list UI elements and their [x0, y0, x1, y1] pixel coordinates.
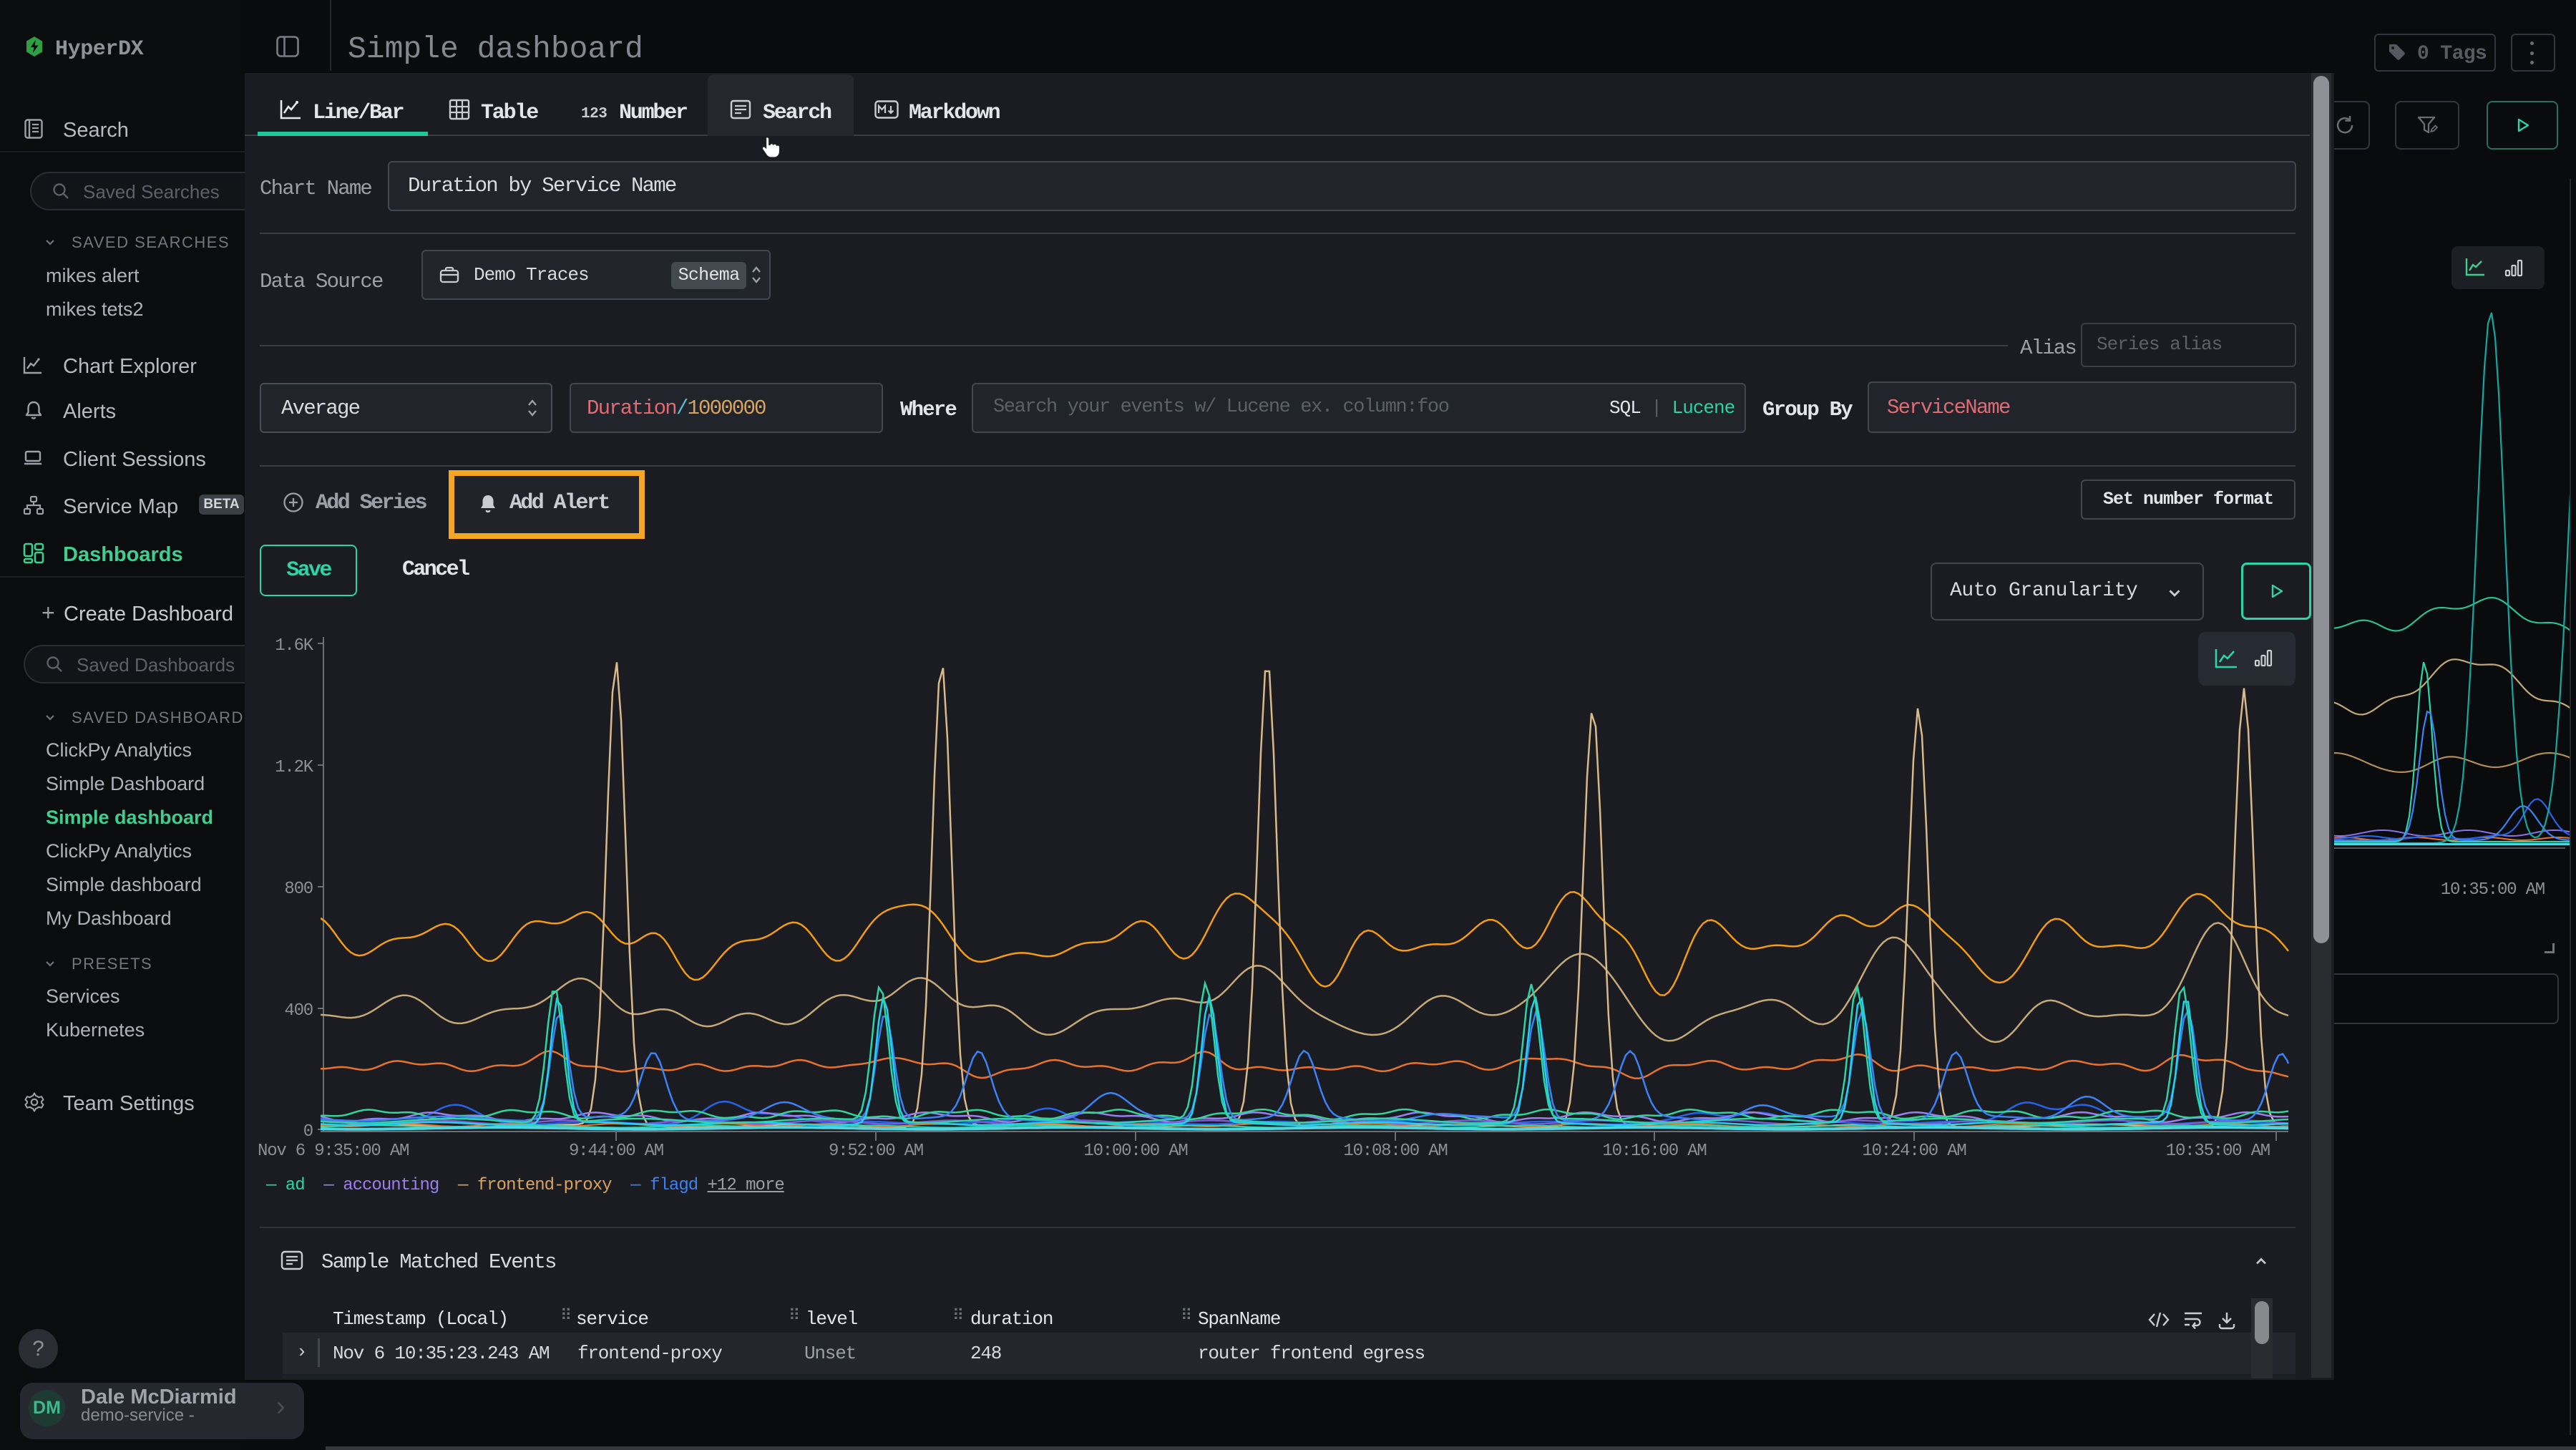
- svg-text:800: 800: [284, 880, 313, 899]
- svg-text:400: 400: [284, 1001, 313, 1021]
- svg-text:Nov 6 9:35:00 AM: Nov 6 9:35:00 AM: [258, 1142, 409, 1161]
- svg-text:10:08:00 AM: 10:08:00 AM: [1343, 1142, 1447, 1161]
- svg-text:1.2K: 1.2K: [275, 758, 314, 777]
- svg-text:10:35:00 AM: 10:35:00 AM: [2441, 880, 2545, 900]
- svg-text:10:00:00 AM: 10:00:00 AM: [1083, 1142, 1187, 1161]
- svg-text:10:16:00 AM: 10:16:00 AM: [1602, 1142, 1706, 1161]
- svg-text:10:24:00 AM: 10:24:00 AM: [1862, 1142, 1966, 1161]
- svg-text:10:35:00 AM: 10:35:00 AM: [2166, 1142, 2270, 1161]
- svg-text:9:44:00 AM: 9:44:00 AM: [569, 1142, 663, 1161]
- svg-text:0: 0: [303, 1122, 313, 1142]
- svg-text:9:52:00 AM: 9:52:00 AM: [829, 1142, 923, 1161]
- svg-text:1.6K: 1.6K: [275, 636, 314, 656]
